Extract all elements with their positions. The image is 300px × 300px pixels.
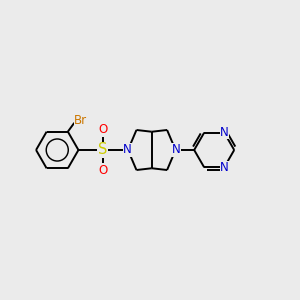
- Text: N: N: [220, 161, 229, 174]
- Text: S: S: [98, 142, 107, 158]
- Text: N: N: [123, 143, 132, 157]
- Text: N: N: [220, 126, 229, 139]
- Text: N: N: [172, 143, 180, 157]
- Text: O: O: [98, 164, 107, 176]
- Text: O: O: [98, 124, 107, 136]
- Text: Br: Br: [74, 114, 87, 127]
